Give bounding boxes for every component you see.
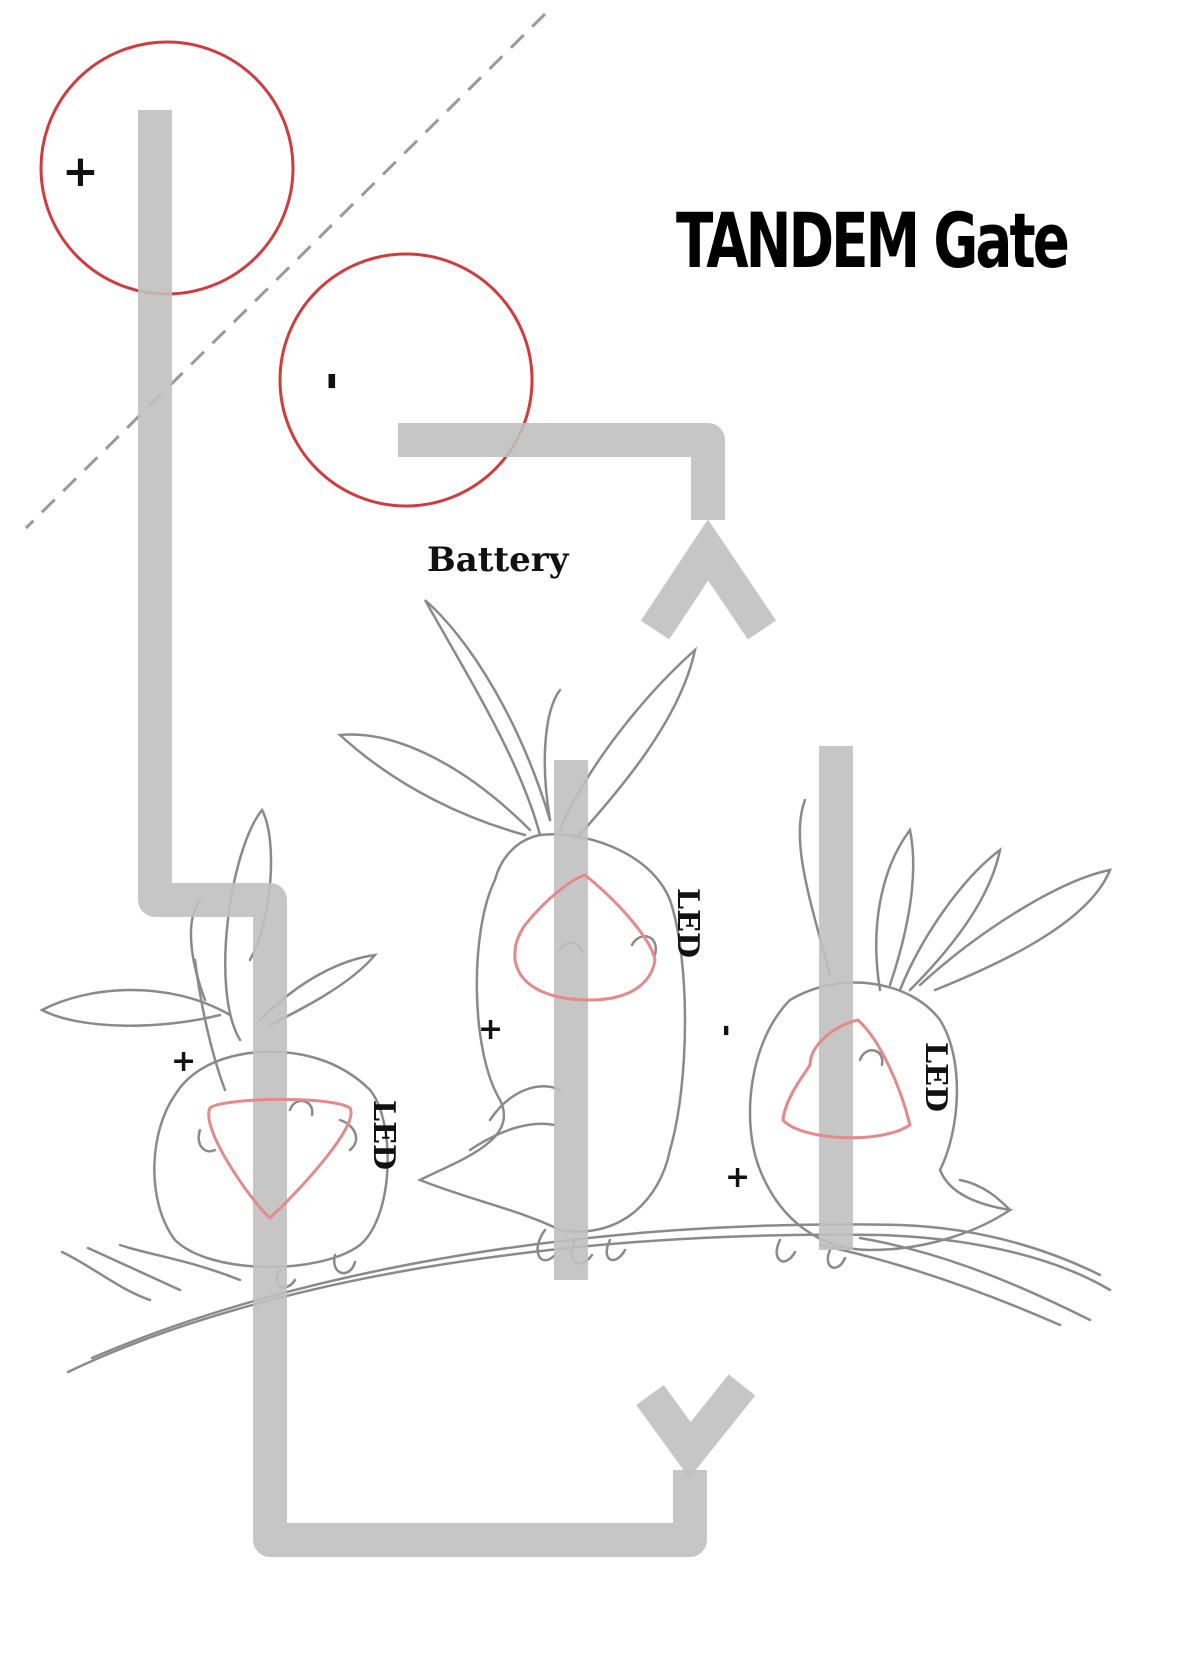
- polarity-mark-right-minus: -: [709, 1024, 745, 1037]
- led-outlines: [207, 873, 912, 1221]
- wire-negative: [398, 423, 725, 520]
- diagram-title: TANDEM Gate: [676, 196, 1070, 285]
- polarity-mark-left-plus: +: [171, 1044, 197, 1079]
- led-label-middle: LED: [670, 888, 705, 958]
- polarity-mark-middle-plus: +: [478, 1012, 504, 1047]
- led-label-right: LED: [918, 1042, 953, 1112]
- battery-negative-sign: -: [307, 371, 362, 391]
- connector-forks: [636, 519, 777, 1479]
- battery-negative-circle: [278, 252, 534, 508]
- led-outline-middle: [513, 873, 657, 1002]
- battery-positive-sign: +: [62, 146, 99, 197]
- battery-label: Battery: [427, 540, 569, 580]
- wire-positive: [138, 110, 287, 1200]
- led-label-left: LED: [366, 1100, 401, 1170]
- fork-top: [640, 519, 777, 640]
- led-outline-left: [207, 1097, 353, 1221]
- left-bird-sketch: [39, 807, 389, 1289]
- wire-paths: [138, 110, 853, 1557]
- wire-bottom-loop: [253, 1200, 707, 1557]
- fork-bottom: [636, 1374, 756, 1479]
- right-bird-sketch: [748, 798, 1113, 1269]
- polarity-mark-right-plus: +: [725, 1160, 751, 1195]
- led-outline-right: [781, 1018, 912, 1140]
- dashed-cut-line: [24, 12, 547, 530]
- middle-bird-sketch: [337, 599, 698, 1265]
